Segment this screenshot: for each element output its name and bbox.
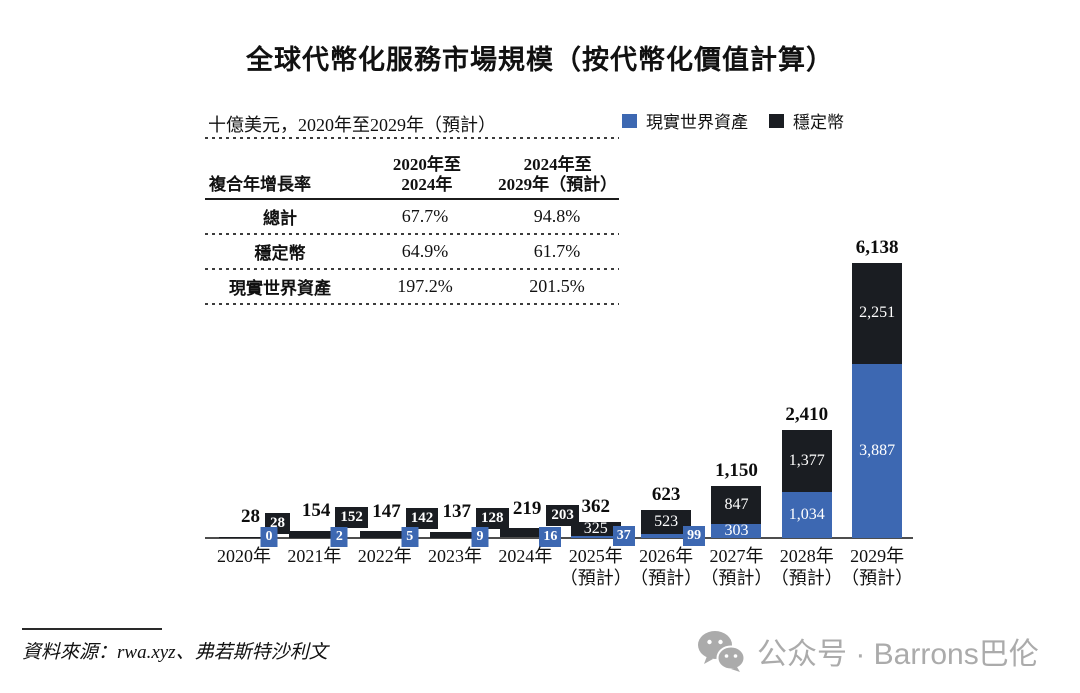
total-value-label: 154 [301,500,331,522]
table-row: 穩定幣 64.9% 61.7% [205,235,619,268]
bar-segment-stablecoin [500,528,551,538]
rwa-value-badge: 0 [260,527,278,547]
bar-segment-rwa [711,524,762,538]
stablecoin-value-label: 325 [583,520,608,538]
row-value: 61.7% [533,241,581,261]
total-value-label: 1,150 [715,460,758,482]
bar-segment-stablecoin [641,510,692,534]
stablecoin-value-badge: 128 [476,508,509,530]
bar-segment-stablecoin [852,263,903,364]
bar-segment-stablecoin [289,531,340,538]
rwa-value-badge: 99 [683,526,706,546]
row-value: 64.9% [401,241,449,261]
chart-title: 全球代幣化服務市場規模（按代幣化價值計算） [246,45,834,75]
bar-segment-stablecoin [711,486,762,525]
legend: 現實世界資產 穩定幣 [622,108,844,133]
rwa-value-badge: 2 [330,527,348,547]
bar-segment-stablecoin [359,531,410,538]
wechat-icon [698,631,745,672]
row-value: 201.5% [529,276,585,296]
table-top-rule [205,137,619,139]
stablecoin-value-label: 2,251 [859,304,896,322]
stablecoin-value-badge: 203 [546,504,579,526]
rwa-value-label: 303 [724,522,749,540]
x-axis-label: 2023年 [428,546,483,566]
x-axis-label: 2026年 [639,546,694,566]
x-axis-label: 2022年 [357,546,412,566]
rwa-value-badge: 37 [612,526,635,546]
cagr-table: 複合年增長率 2020年至 2024年 2024年至 2029年（預計） 總計 … [205,137,619,305]
table-header-label: 複合年增長率 [209,175,311,194]
stablecoin-value-label: 847 [724,496,749,514]
stablecoin-value-label: 523 [654,512,679,530]
table-row: 總計 67.7% 94.8% [205,200,619,233]
x-axis-label: 2029年 [850,546,905,566]
stablecoin-value-badge: 142 [405,507,439,529]
legend-label-stablecoin: 穩定幣 [793,113,844,132]
x-axis-forecast-label: （預計） [630,568,703,588]
row-label: 現實世界資產 [229,279,331,298]
bar-segment-stablecoin [219,536,269,538]
bar-segment-stablecoin [781,429,832,492]
table-row: 現實世界資產 197.2% 201.5% [205,270,619,303]
row-value: 94.8% [533,206,581,226]
total-value-label: 362 [581,495,611,517]
legend-swatch-stablecoin [769,113,784,128]
x-axis-label: 2027年 [709,546,764,566]
total-value-label: 137 [442,501,472,523]
row-value: 67.7% [401,206,449,226]
total-value-label: 219 [512,497,542,519]
source-note: 資料來源：rwa.xyz、弗若斯特沙利文 [22,642,328,663]
x-axis-label: 2028年 [779,546,834,566]
x-axis-forecast-label: （預計） [559,568,632,588]
bar-segment-rwa [781,491,832,538]
row-label: 總計 [263,209,297,228]
table-header-row: 複合年增長率 2020年至 2024年 2024年至 2029年（預計） [205,139,619,200]
x-axis-label: 2025年 [568,546,623,566]
x-axis-forecast-label: （預計） [841,568,914,588]
bar-segment-rwa [570,536,621,538]
rwa-value-badge: 5 [401,527,419,547]
rwa-value-badge: 9 [471,527,489,547]
rwa-value-label: 3,887 [859,441,896,459]
table-header-2024-2029: 2024年至 2029年（預計） [498,155,618,194]
total-value-label: 2,410 [785,403,829,425]
total-value-label: 147 [372,500,401,522]
x-axis-label: 2024年 [498,546,553,566]
bar-segment-rwa [641,533,692,538]
total-value-label: 6,138 [855,237,899,258]
table-bottom-rule [205,303,619,305]
bar-segment-stablecoin [430,531,481,538]
total-value-label: 28 [241,505,260,527]
table-header-2020-2024: 2020年至 2024年 [392,155,461,194]
bar-segment-stablecoin [570,521,621,537]
row-value: 197.2% [397,276,453,296]
legend-swatch-rwa [622,113,637,128]
watermark: 公众号 · Barrons巴伦 [697,629,1039,673]
stablecoin-value-badge: 152 [335,507,368,529]
row-label: 穩定幣 [254,244,306,263]
rwa-value-badge: 16 [539,527,562,547]
bar-segment-rwa [852,363,903,538]
stablecoin-value-label: 1,377 [788,451,825,469]
rwa-value-label: 1,034 [788,505,825,523]
legend-label-rwa: 現實世界資產 [646,113,748,132]
source-rule [22,628,162,630]
x-axis-forecast-label: （預計） [700,568,773,588]
chart-subtitle: 十億美元，2020年至2029年（預計） [208,115,496,135]
x-axis-label: 2020年 [217,546,271,566]
watermark-text: 公众号 · Barrons巴伦 [757,638,1039,671]
table-divider [205,233,619,235]
x-axis-forecast-label: （預計） [770,568,843,588]
total-value-label: 623 [651,484,681,506]
x-axis-label: 2021年 [287,546,342,566]
table-divider [205,268,619,270]
